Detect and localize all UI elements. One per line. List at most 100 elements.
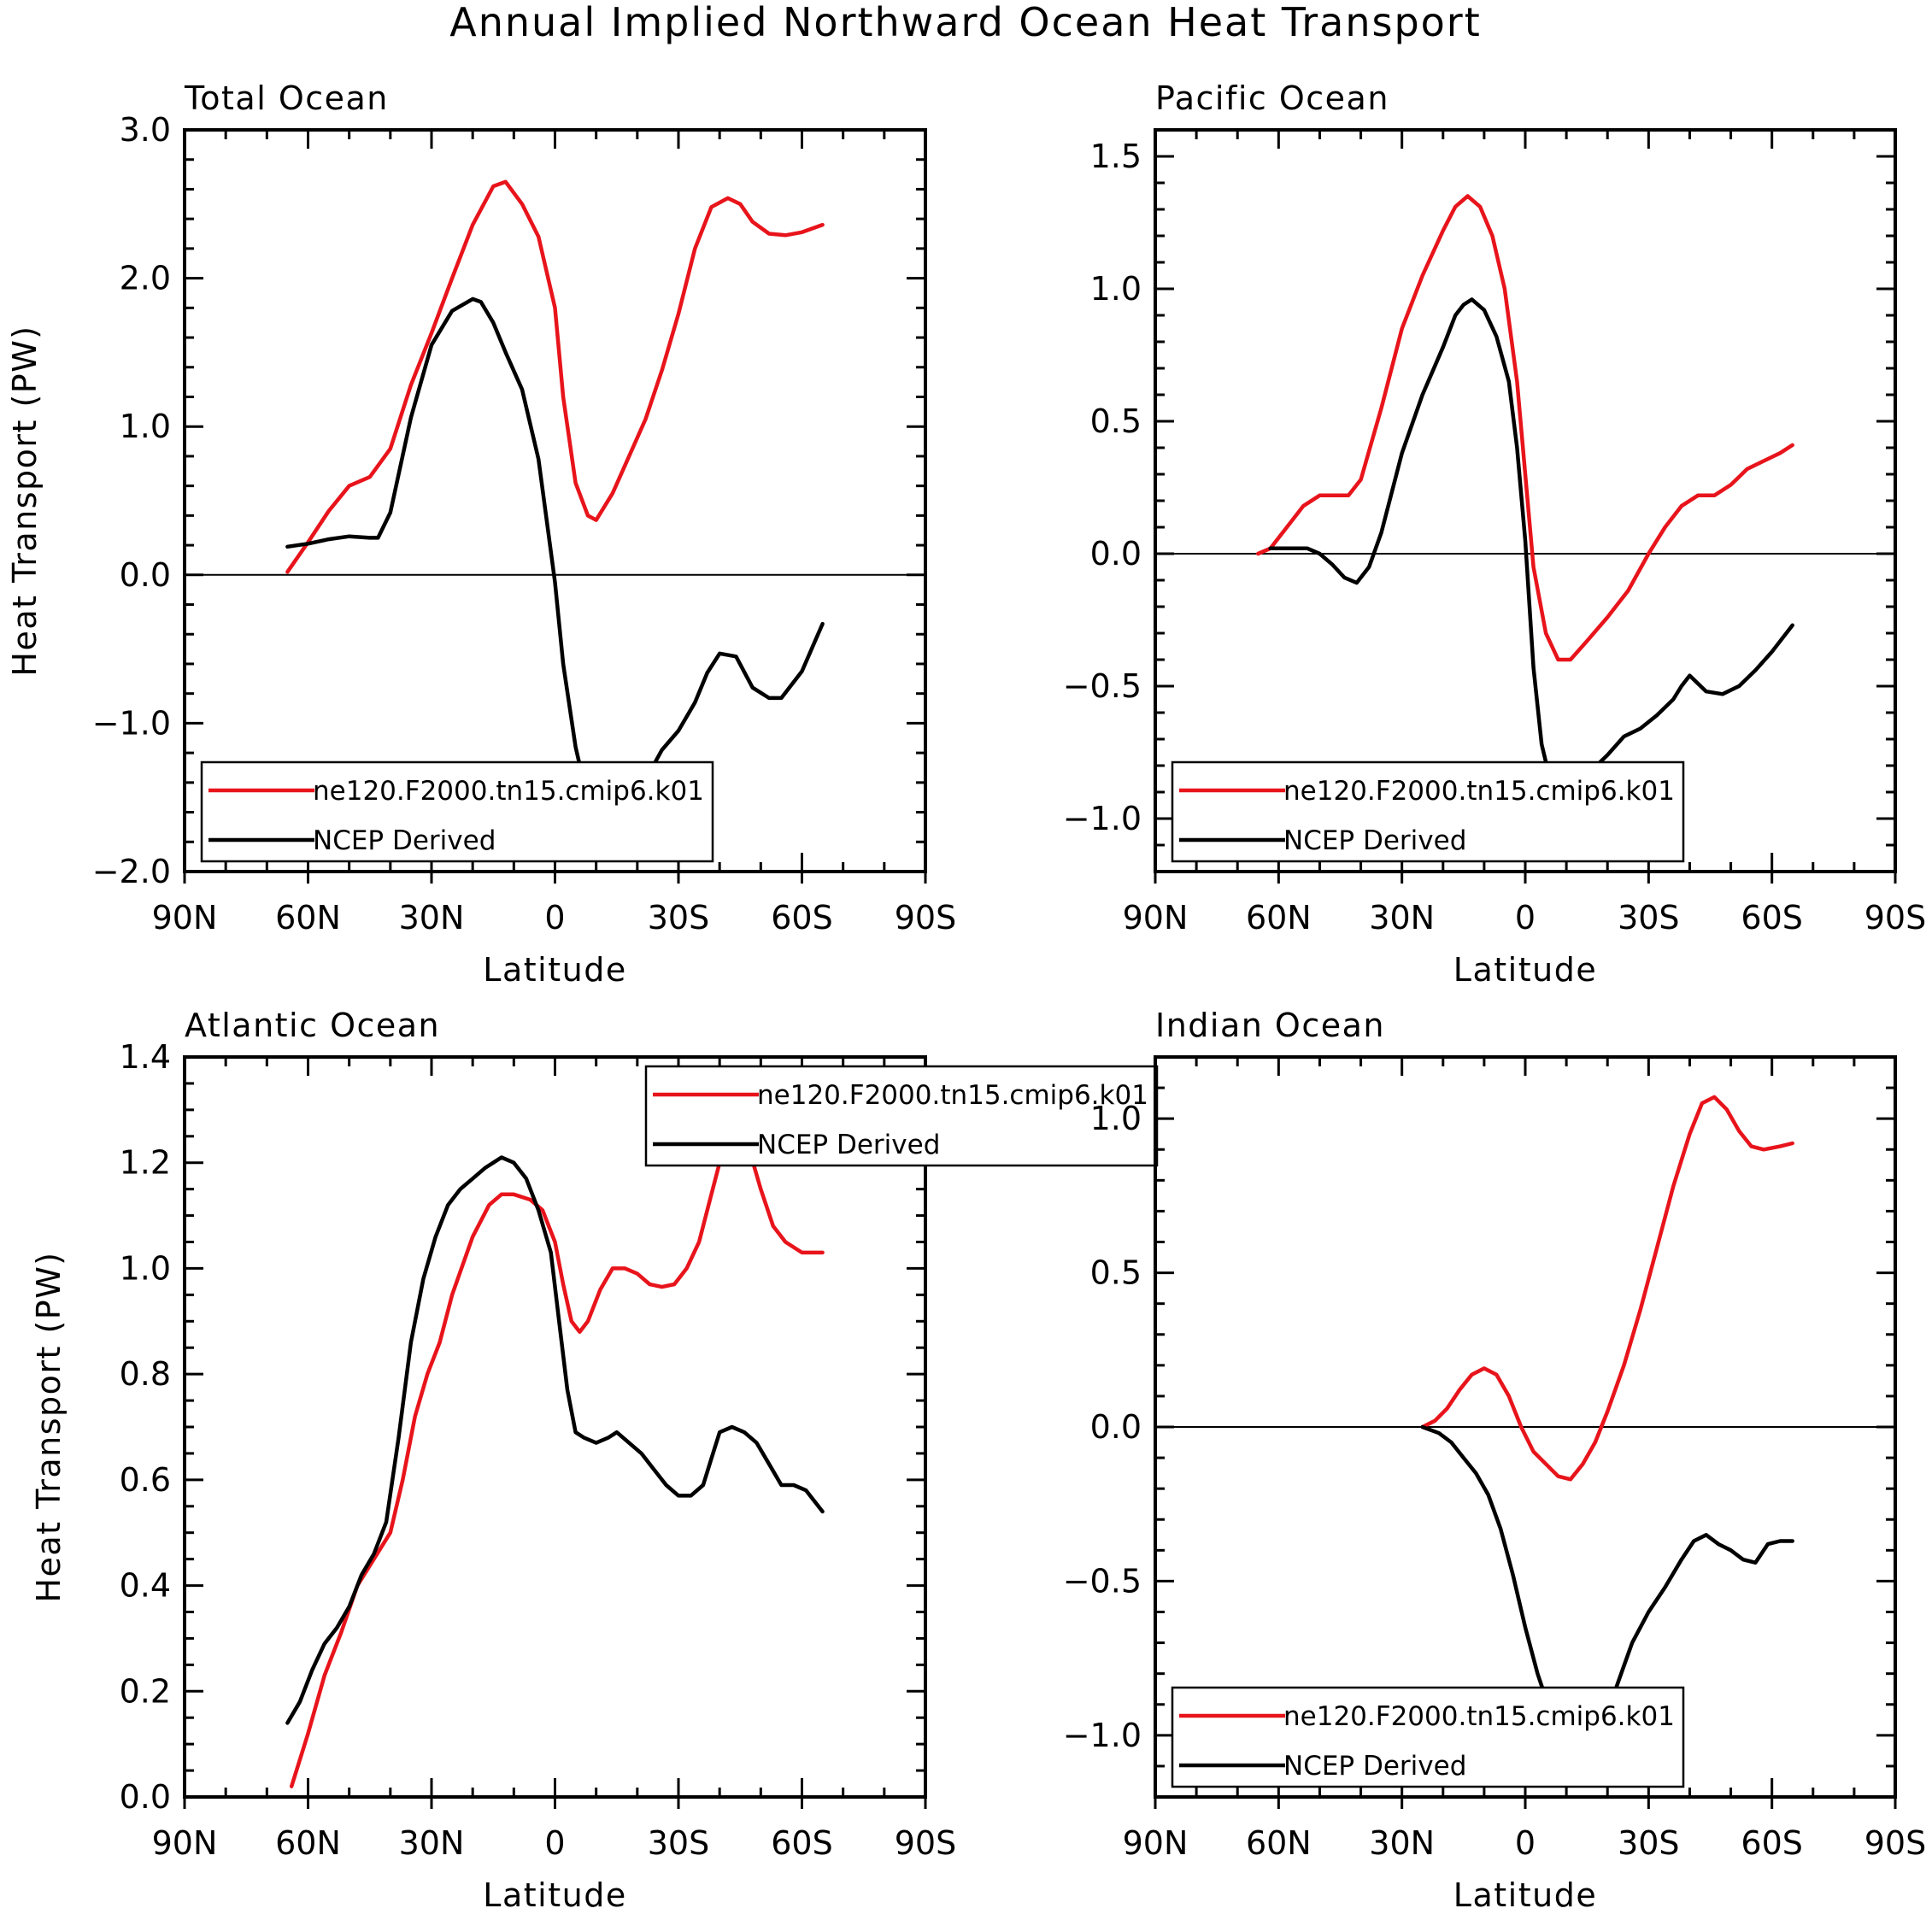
y-tick-label: 0.5 xyxy=(1090,1254,1142,1292)
x-tick-label: 60S xyxy=(1741,899,1802,937)
x-tick-label: 90S xyxy=(895,899,956,937)
series-line-model xyxy=(1420,1095,1794,1482)
x-tick-label: 30S xyxy=(648,899,709,937)
panel-atlantic-ocean: Atlantic Ocean 0.0 0.2 0.4 0.6 0.8 1.0 1.2 1.4 90… xyxy=(30,1007,1159,1914)
y-tick-label: 0.8 xyxy=(120,1355,171,1393)
legend-label-model: ne120.F2000.tn15.cmip6.k01 xyxy=(1283,776,1675,807)
legend: ne120.F2000.tn15.cmip6.k01 NCEP Derived xyxy=(1171,760,1685,863)
y-ticks xyxy=(185,1055,925,1799)
y-tick-label: 0.0 xyxy=(1090,1408,1142,1446)
plot-frame xyxy=(183,128,927,873)
y-tick-label: 0.0 xyxy=(120,556,171,594)
y-tick-label: 0.6 xyxy=(120,1461,171,1499)
panel-title: Total Ocean xyxy=(184,79,389,117)
legend: ne120.F2000.tn15.cmip6.k01 NCEP Derived xyxy=(200,760,714,863)
x-tick-label: 30N xyxy=(1369,899,1435,937)
y-tick-label: −0.5 xyxy=(1063,1562,1142,1600)
x-tick-label: 90S xyxy=(1864,899,1926,937)
legend-label-ncep: NCEP Derived xyxy=(1283,825,1466,856)
x-tick-label: 60N xyxy=(1246,1824,1312,1862)
legend-box xyxy=(1171,1686,1685,1788)
legend-label-model: ne120.F2000.tn15.cmip6.k01 xyxy=(757,1080,1148,1111)
y-tick-label: 0.5 xyxy=(1090,402,1142,440)
x-tick-label: 30N xyxy=(399,899,465,937)
legend-box xyxy=(200,760,714,863)
x-tick-label: 30N xyxy=(1369,1824,1435,1862)
panel-indian-ocean: Indian Ocean −1.0 −0.5 0.0 0.5 1.0 90N 60N 30N 0 3… xyxy=(1063,1007,1927,1914)
y-tick-label: −1.0 xyxy=(92,704,171,742)
y-tick-label: −2.0 xyxy=(92,853,171,890)
x-tick-label: 90N xyxy=(1123,1824,1189,1862)
x-tick-label: 60N xyxy=(275,1824,341,1862)
x-tick-label: 30S xyxy=(1618,899,1679,937)
y-ticks xyxy=(1155,128,1895,873)
panel-total-ocean: Total Ocean −2.0 −1.0 0.0 1.0 2.0 3.0 90N 60N 30N… xyxy=(6,79,956,989)
x-tick-label: 60N xyxy=(1246,899,1312,937)
y-tick-label: 1.4 xyxy=(120,1038,171,1076)
y-tick-label: 0.0 xyxy=(120,1778,171,1816)
y-axis-label: Heat Transport (PW) xyxy=(30,1251,68,1602)
x-ticks xyxy=(183,1057,927,1809)
x-tick-label: 0 xyxy=(544,899,565,937)
x-ticks xyxy=(1154,1057,1897,1809)
x-tick-label: 90S xyxy=(1864,1824,1926,1862)
x-axis-label: Latitude xyxy=(1453,951,1597,989)
legend-box xyxy=(644,1065,1159,1167)
y-tick-label: 0.2 xyxy=(120,1672,171,1710)
y-tick-label: −0.5 xyxy=(1063,667,1142,705)
y-tick-label: 1.2 xyxy=(120,1144,171,1182)
y-ticks xyxy=(185,128,925,873)
y-tick-label: 0.4 xyxy=(120,1567,171,1605)
series-line-model xyxy=(1256,194,1794,662)
y-tick-label: 1.0 xyxy=(120,408,171,445)
series-line-model xyxy=(285,179,825,574)
x-axis-label: Latitude xyxy=(483,951,626,989)
series-line-ncep xyxy=(285,1155,825,1725)
legend-label-ncep: NCEP Derived xyxy=(757,1130,940,1160)
panel-title: Pacific Ocean xyxy=(1155,79,1389,117)
legend: ne120.F2000.tn15.cmip6.k01 NCEP Derived xyxy=(1171,1686,1685,1788)
x-tick-label: 0 xyxy=(544,1824,565,1862)
x-axis-label: Latitude xyxy=(483,1876,626,1914)
y-tick-label: 1.5 xyxy=(1090,138,1142,175)
x-tick-label: 90S xyxy=(895,1824,956,1862)
panels: Total Ocean −2.0 −1.0 0.0 1.0 2.0 3.0 90N 60N 30N… xyxy=(6,79,1926,1914)
panel-title: Indian Ocean xyxy=(1155,1007,1385,1044)
series-line-model xyxy=(289,1129,825,1788)
x-tick-label: 60S xyxy=(1741,1824,1802,1862)
x-tick-label: 30S xyxy=(1618,1824,1679,1862)
x-tick-label: 60N xyxy=(275,899,341,937)
x-tick-label: 60S xyxy=(771,899,832,937)
x-tick-label: 90N xyxy=(1123,899,1189,937)
x-tick-label: 0 xyxy=(1515,1824,1536,1862)
x-tick-label: 60S xyxy=(771,1824,832,1862)
y-tick-label: −1.0 xyxy=(1063,800,1142,837)
legend-label-model: ne120.F2000.tn15.cmip6.k01 xyxy=(313,776,704,807)
y-tick-label: 1.0 xyxy=(120,1249,171,1287)
x-tick-label: 90N xyxy=(152,899,218,937)
legend-label-ncep: NCEP Derived xyxy=(1283,1751,1466,1782)
legend-box xyxy=(1171,760,1685,863)
y-tick-label: 3.0 xyxy=(120,111,171,149)
y-ticks xyxy=(1155,1055,1895,1799)
panel-pacific-ocean: Pacific Ocean −1.0 −0.5 0.0 0.5 1.0 1.5 90N 60N 3… xyxy=(1063,79,1927,989)
legend: ne120.F2000.tn15.cmip6.k01 NCEP Derived xyxy=(644,1065,1159,1167)
legend-label-model: ne120.F2000.tn15.cmip6.k01 xyxy=(1283,1701,1675,1732)
y-tick-label: −1.0 xyxy=(1063,1717,1142,1754)
x-tick-label: 0 xyxy=(1515,899,1536,937)
series-line-ncep xyxy=(285,297,825,826)
figure-title: Annual Implied Northward Ocean Heat Tran… xyxy=(449,0,1482,45)
series-line-ncep xyxy=(1268,297,1794,797)
x-ticks xyxy=(1154,130,1897,884)
x-axis-label: Latitude xyxy=(1453,1876,1597,1914)
panel-title: Atlantic Ocean xyxy=(185,1007,440,1044)
x-tick-label: 30N xyxy=(399,1824,465,1862)
y-axis-label: Heat Transport (PW) xyxy=(6,325,44,676)
legend-label-ncep: NCEP Derived xyxy=(313,825,496,856)
y-tick-label: 1.0 xyxy=(1090,1100,1142,1137)
y-tick-label: 0.0 xyxy=(1090,535,1142,572)
y-tick-label: 2.0 xyxy=(120,260,171,297)
x-tick-label: 30S xyxy=(648,1824,709,1862)
x-tick-label: 90N xyxy=(152,1824,218,1862)
